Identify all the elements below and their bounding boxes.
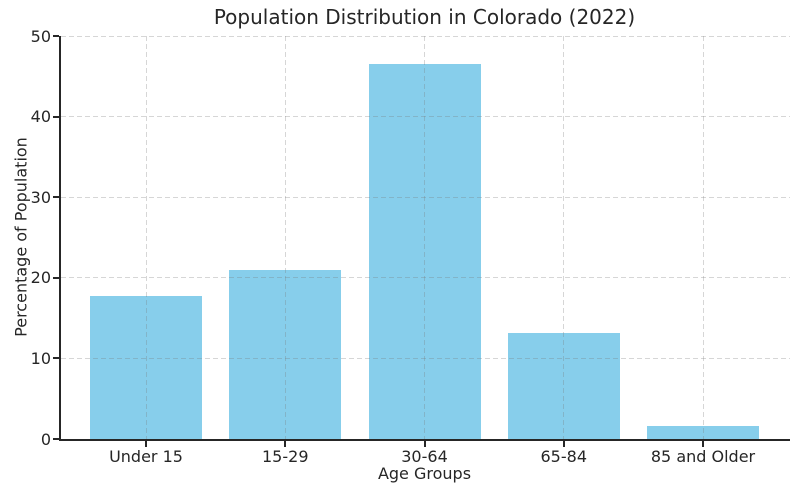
x-tick-mark (562, 441, 565, 447)
bar-0 (90, 296, 202, 439)
bar-4 (647, 426, 759, 439)
x-tick-mark (145, 441, 147, 447)
y-tick-mark (53, 196, 59, 199)
x-tick-label: 85 and Older (650, 447, 756, 466)
y-tick-mark (53, 276, 59, 279)
plot-area: 0 10 20 30 40 50 Under 15 15-29 30-64 65-84 85 and… (31, 27, 790, 467)
y-tick-label: 20 (30, 268, 51, 288)
axis-ticks-layer: 0 10 20 30 40 50 Under 15 15-29 30-64 65-84 85 and… (31, 27, 790, 467)
x-tick-mark (702, 441, 704, 447)
bar-2 (368, 64, 481, 439)
y-tick-label: 0 (40, 429, 51, 449)
x-tick-label: 65-84 (540, 447, 588, 466)
y-tick-mark (53, 35, 59, 37)
y-tick-label: 10 (30, 348, 51, 368)
y-tick-label: 50 (30, 26, 51, 46)
x-axis-title: Age Groups (377, 464, 472, 483)
x-tick-mark (423, 441, 426, 447)
x-tick-label: Under 15 (109, 447, 183, 466)
x-tick-label: 15-29 (262, 447, 309, 466)
y-tick-mark (53, 115, 59, 118)
y-tick-label: 40 (30, 107, 51, 127)
chart-title: Population Distribution in Colorado (202… (213, 5, 636, 29)
y-tick-mark (53, 357, 59, 360)
y-tick-mark (53, 438, 59, 440)
y-tick-label: 30 (30, 187, 51, 207)
bars-layer (61, 36, 790, 439)
bar-1 (229, 269, 342, 439)
y-axis-title: Percentage of Population (11, 137, 31, 337)
bar-3 (507, 332, 620, 439)
x-tick-label: 30-64 (401, 447, 448, 466)
x-tick-mark (284, 441, 287, 447)
